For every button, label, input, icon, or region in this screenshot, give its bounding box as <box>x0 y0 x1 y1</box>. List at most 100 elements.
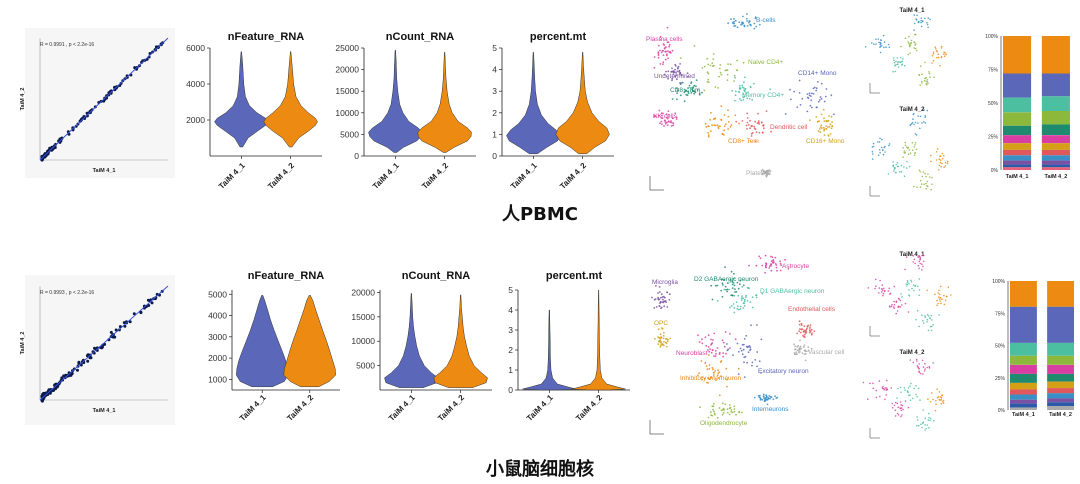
stacked-segment <box>1003 164 1032 168</box>
umap-cell <box>941 298 943 301</box>
umap-cell <box>926 79 929 81</box>
umap-cell <box>896 310 899 312</box>
umap-cell <box>879 151 881 154</box>
umap-cell <box>882 292 885 295</box>
stacked-segment <box>1010 355 1037 365</box>
umap-cell <box>929 18 931 21</box>
umap-cell <box>899 386 902 389</box>
y-tick-label: 4 <box>492 65 497 75</box>
umap-cell <box>932 398 934 401</box>
umap-cell <box>711 349 714 352</box>
umap-cell <box>704 336 707 338</box>
umap-cell <box>921 314 923 317</box>
umap-cell <box>892 306 895 308</box>
umap-cell <box>798 351 800 354</box>
stacked-segment <box>1047 381 1075 389</box>
umap-cell <box>894 64 896 66</box>
umap-cell <box>804 359 807 362</box>
umap-cell <box>731 294 734 297</box>
umap-cell <box>823 129 825 132</box>
umap-cell <box>794 348 796 351</box>
umap-cell <box>749 119 751 122</box>
umap-cell <box>738 350 740 353</box>
umap-cell <box>722 409 724 411</box>
violin-panel-percentmt: percent.mt 0 1 2 3 4 5 TaiM 4_1 TaiM 4_2 <box>492 31 614 191</box>
umap-cell <box>722 341 725 344</box>
umap-cell <box>738 97 741 100</box>
umap-cell <box>748 98 751 100</box>
umap-cell <box>931 62 933 64</box>
umap-cell <box>662 337 665 340</box>
umap-cell <box>738 410 740 413</box>
y-tick-label: 0% <box>991 168 999 174</box>
umap-cell <box>757 112 759 115</box>
umap-cell <box>666 117 669 120</box>
umap-cell <box>829 123 832 126</box>
umap-cell <box>899 407 901 409</box>
umap-cell <box>707 72 710 75</box>
umap-cell <box>676 92 678 94</box>
umap-cell <box>809 328 811 330</box>
umap-cell <box>915 134 918 136</box>
umap-cell <box>823 134 826 137</box>
umap-cell <box>746 13 748 15</box>
umap-cell <box>872 142 875 145</box>
umap-cell <box>894 415 897 417</box>
umap-cell <box>722 411 725 414</box>
umap-cell <box>714 86 717 88</box>
umap-cell <box>695 85 697 88</box>
umap-cell <box>657 51 660 54</box>
umap-cell <box>920 19 922 22</box>
umap-cell <box>911 149 914 151</box>
umap-cell <box>944 161 947 164</box>
umap-cell <box>761 264 764 267</box>
trend-line <box>39 37 169 161</box>
umap-cell <box>803 333 806 336</box>
stacked-segment <box>1041 160 1070 165</box>
umap-cell <box>910 382 912 385</box>
umap-cell <box>926 180 929 183</box>
umap-cell <box>723 345 726 348</box>
umap-cell <box>659 341 661 343</box>
umap-cell <box>720 278 723 281</box>
umap-label: Microglia <box>652 279 678 286</box>
umap-cell <box>800 347 803 350</box>
umap-cell <box>653 114 656 117</box>
violin-panel-percentmt: percent.mt 0 1 2 3 4 5 TaiM 4_1 TaiM 4_2 <box>508 270 630 423</box>
umap-cell <box>907 146 910 149</box>
umap-cell <box>902 408 904 411</box>
y-tick-label: 5000 <box>356 361 375 371</box>
umap-small-1: TaiM 4_2 <box>862 350 945 439</box>
umap-cell <box>726 282 729 285</box>
umap-cell <box>662 298 664 301</box>
umap-cell <box>667 70 670 73</box>
umap-cell <box>717 87 720 89</box>
umap-cell <box>893 61 896 64</box>
umap-cell <box>721 284 724 286</box>
stacked-segment <box>1010 407 1037 410</box>
umap-cell <box>939 64 941 67</box>
umap-cell <box>712 368 714 371</box>
umap-cell <box>708 367 711 370</box>
umap-cell <box>721 282 724 285</box>
umap-cell <box>748 20 751 22</box>
umap-cell <box>734 114 737 117</box>
umap-cell <box>896 412 899 415</box>
scatter-point <box>54 142 58 146</box>
umap-cell <box>734 76 736 79</box>
stacked-segment <box>1047 373 1075 382</box>
umap-cell <box>883 146 885 149</box>
umap-cell <box>916 424 918 427</box>
umap-cell <box>737 367 740 370</box>
umap-cell <box>742 61 745 64</box>
umap-cell <box>674 112 677 115</box>
umap-cell <box>934 409 937 412</box>
umap-cell <box>805 350 808 353</box>
umap-cell <box>715 352 717 355</box>
umap-cell <box>817 130 820 133</box>
stacked-segment <box>1010 306 1037 343</box>
umap-cell <box>929 317 931 320</box>
umap-cell <box>900 391 902 394</box>
umap-cell <box>918 368 920 370</box>
umap-cell <box>930 160 932 163</box>
